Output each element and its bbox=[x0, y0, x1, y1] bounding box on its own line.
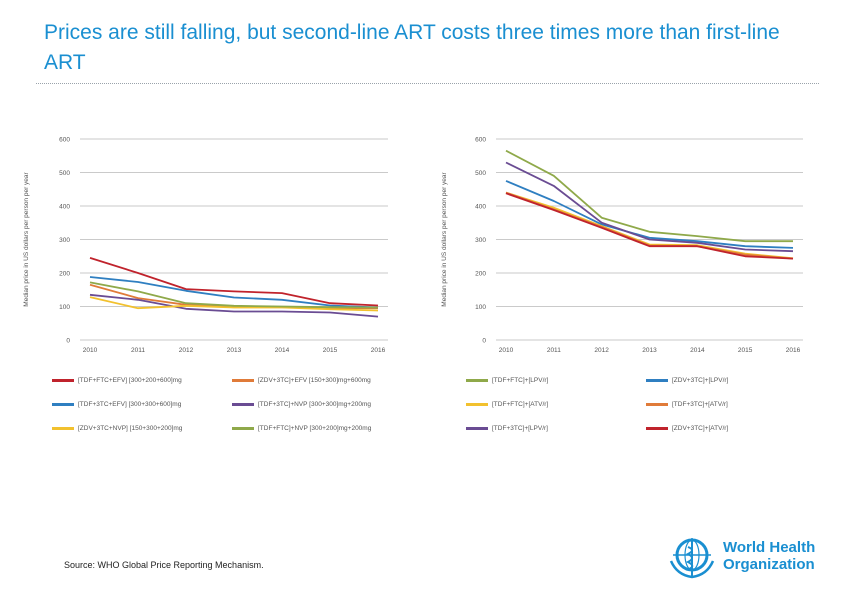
legend-swatch bbox=[232, 403, 254, 406]
y-tick-label: 400 bbox=[59, 204, 70, 211]
second-line-art-chart: 0 100 200 300 400 500 600 2010 2011 2012 2013 2014 2… bbox=[441, 137, 803, 354]
y-tick-label: 300 bbox=[475, 237, 486, 244]
x-tick-label: 2016 bbox=[371, 347, 386, 354]
y-tick-label: 100 bbox=[475, 304, 486, 311]
legend-swatch bbox=[466, 427, 488, 430]
legend-item: [TDF+3TC]+[LPV/r] bbox=[466, 425, 548, 432]
legend-item: [ZDV+3TC]+[LPV/r] bbox=[646, 377, 728, 384]
legend-label: [TDF+FTC]+[ATV/r] bbox=[492, 401, 549, 408]
series-line bbox=[505, 191, 794, 260]
first-line-art-chart: 0 100 200 300 400 500 600 2010 2011 2012 2013 2014 2… bbox=[23, 137, 388, 354]
legend-item: [ZDV+3TC+NVP] [150+300+200]mg bbox=[52, 425, 182, 432]
y-tick-label: 400 bbox=[475, 204, 486, 211]
series-line bbox=[505, 161, 794, 253]
legend-item: [TDF+FTC]+[ATV/r] bbox=[466, 401, 548, 408]
series-line bbox=[89, 296, 379, 312]
series-line bbox=[89, 281, 379, 309]
y-axis-label: Median price in US dollars per person pe… bbox=[23, 171, 30, 306]
who-logo: World Health Organization bbox=[667, 533, 827, 581]
y-tick-label: 0 bbox=[66, 338, 70, 345]
series-line bbox=[505, 180, 794, 249]
legend-item: [TDF+3TC+EFV] [300+300+600]mg bbox=[52, 401, 181, 408]
series-line bbox=[505, 149, 793, 243]
legend-label: [TDF+3TC+EFV] [300+300+600]mg bbox=[78, 401, 182, 408]
title-divider bbox=[36, 83, 819, 84]
legend-item: [TDF+FTC]+[LPV/r] bbox=[466, 377, 548, 384]
legend-item: [ZDV+3TC]+[ATV/r] bbox=[646, 425, 728, 432]
x-tick-label: 2014 bbox=[690, 347, 705, 354]
page-title: Prices are still falling, but second-lin… bbox=[44, 21, 780, 74]
legend-swatch bbox=[52, 427, 74, 430]
x-tick-label: 2015 bbox=[738, 347, 753, 354]
series-line bbox=[505, 191, 794, 260]
who-name-line2: Organization bbox=[723, 556, 815, 573]
legend-label: [ZDV+3TC]+[LPV/r] bbox=[672, 377, 729, 384]
legend-item: [TDF+3TC]+NVP [300+300]mg+200mg bbox=[232, 401, 371, 408]
y-tick-label: 100 bbox=[59, 304, 70, 311]
second-line-legend: [TDF+FTC]+[LPV/r] [ZDV+3TC]+[LPV/r] [TDF+F… bbox=[466, 377, 816, 437]
who-emblem-icon bbox=[669, 538, 715, 579]
y-tick-label: 600 bbox=[475, 137, 486, 144]
y-tick-label: 600 bbox=[59, 137, 70, 144]
x-tick-label: 2012 bbox=[594, 347, 609, 354]
legend-label: [TDF+FTC]+[LPV/r] bbox=[492, 377, 549, 384]
y-tick-label: 200 bbox=[59, 271, 70, 278]
legend-label: [ZDV+3TC]+[ATV/r] bbox=[672, 425, 729, 432]
x-tick-label: 2011 bbox=[131, 347, 145, 354]
who-name-line1: World Health bbox=[723, 539, 816, 556]
legend-label: [TDF+3TC]+NVP [300+300]mg+200mg bbox=[258, 401, 371, 408]
series-line bbox=[89, 276, 379, 309]
legend-item: [TDF+3TC]+[ATV/r] bbox=[646, 401, 728, 408]
x-tick-label: 2010 bbox=[83, 347, 98, 354]
legend-swatch bbox=[52, 403, 74, 406]
x-tick-label: 2010 bbox=[499, 347, 514, 354]
y-tick-label: 500 bbox=[475, 170, 486, 177]
legend-swatch bbox=[232, 427, 254, 430]
legend-label: [TDF+3TC]+[ATV/r] bbox=[672, 401, 728, 408]
legend-label: [TDF+FTC+EFV] [300+200+600]mg bbox=[78, 377, 182, 384]
y-axis-label: Median price in US dollars per person pe… bbox=[441, 171, 448, 306]
x-tick-label: 2011 bbox=[547, 347, 561, 354]
legend-swatch bbox=[52, 379, 74, 382]
x-tick-label: 2012 bbox=[179, 347, 194, 354]
series-line bbox=[89, 293, 379, 318]
legend-label: [ZDV+3TC]+EFV [150+300]mg+600mg bbox=[258, 377, 371, 384]
legend-label: [TDF+FTC]+NVP [300+200]mg+200mg bbox=[258, 425, 372, 432]
legend-swatch bbox=[646, 379, 668, 382]
legend-label: [TDF+3TC]+[LPV/r] bbox=[492, 425, 548, 432]
x-tick-label: 2016 bbox=[786, 347, 801, 354]
legend-item: [TDF+FTC+EFV] [300+200+600]mg bbox=[52, 377, 182, 384]
series-line bbox=[89, 257, 379, 307]
y-tick-label: 200 bbox=[475, 271, 486, 278]
legend-swatch bbox=[232, 379, 254, 382]
source-note: Source: WHO Global Price Reporting Mecha… bbox=[64, 560, 264, 570]
x-tick-label: 2014 bbox=[275, 347, 290, 354]
first-line-legend: [TDF+FTC+EFV] [300+200+600]mg [ZDV+3TC]+E… bbox=[52, 377, 422, 437]
legend-swatch bbox=[646, 427, 668, 430]
legend-swatch bbox=[646, 403, 668, 406]
legend-item: [ZDV+3TC]+EFV [150+300]mg+600mg bbox=[232, 377, 371, 384]
legend-label: [ZDV+3TC+NVP] [150+300+200]mg bbox=[78, 425, 183, 432]
legend-swatch bbox=[466, 403, 488, 406]
y-tick-label: 300 bbox=[59, 237, 70, 244]
x-tick-label: 2013 bbox=[642, 347, 657, 354]
series-line bbox=[505, 192, 794, 260]
x-tick-label: 2015 bbox=[323, 347, 338, 354]
legend-item: [TDF+FTC]+NVP [300+200]mg+200mg bbox=[232, 425, 371, 432]
y-tick-label: 0 bbox=[482, 338, 486, 345]
legend-swatch bbox=[466, 379, 488, 382]
y-tick-label: 500 bbox=[59, 170, 70, 177]
series-line bbox=[89, 283, 378, 310]
x-tick-label: 2013 bbox=[227, 347, 242, 354]
